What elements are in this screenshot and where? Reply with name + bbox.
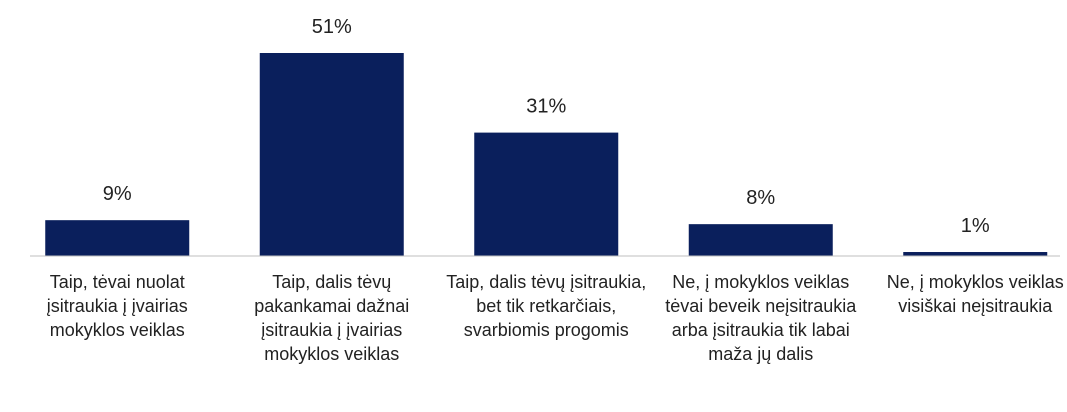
bar <box>688 224 833 256</box>
bar <box>903 252 1048 256</box>
value-label: 9% <box>103 183 132 205</box>
value-label: 51% <box>312 16 352 38</box>
value-label: 8% <box>746 187 775 209</box>
bar <box>474 132 619 256</box>
x-tick-label: Taip, tėvai nuolat įsitraukia į įvairias… <box>46 272 188 340</box>
x-tick-label: Taip, dalis tėvų įsitraukia, bet tik ret… <box>446 272 647 340</box>
x-tick-label: Ne, į mokyklos veiklas visiškai neįsitra… <box>886 272 1064 316</box>
bar <box>45 220 190 256</box>
x-tick-label: Taip, dalis tėvų pakankamai dažnai įsitr… <box>254 272 410 364</box>
x-tick-label: Ne, į mokyklos veiklas tėvai beveik neįs… <box>665 272 857 364</box>
value-label: 31% <box>526 96 566 118</box>
value-label: 1% <box>961 215 990 237</box>
bar <box>259 53 404 256</box>
